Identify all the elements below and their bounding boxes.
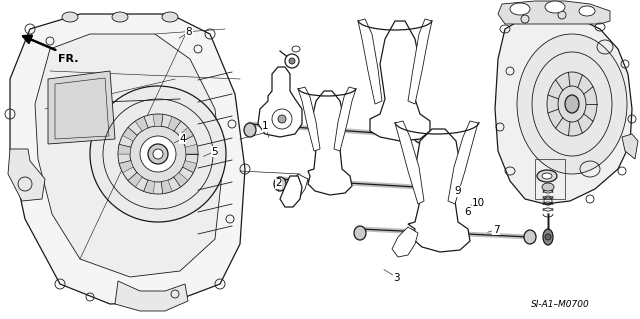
Polygon shape xyxy=(8,149,45,201)
Text: 3: 3 xyxy=(394,272,400,283)
Ellipse shape xyxy=(524,230,536,244)
Polygon shape xyxy=(280,176,302,207)
Ellipse shape xyxy=(545,234,551,240)
Polygon shape xyxy=(285,174,308,201)
Text: 8: 8 xyxy=(186,27,192,37)
Polygon shape xyxy=(135,117,148,131)
Polygon shape xyxy=(408,19,432,104)
Ellipse shape xyxy=(510,3,530,15)
Text: FR.: FR. xyxy=(58,54,79,64)
Polygon shape xyxy=(183,161,197,173)
Polygon shape xyxy=(392,227,418,257)
Polygon shape xyxy=(448,121,478,204)
Polygon shape xyxy=(119,161,133,173)
Ellipse shape xyxy=(278,115,286,123)
Ellipse shape xyxy=(542,183,554,191)
Ellipse shape xyxy=(274,177,286,191)
Polygon shape xyxy=(115,281,188,311)
Text: 10: 10 xyxy=(472,197,485,208)
Ellipse shape xyxy=(62,12,78,22)
Ellipse shape xyxy=(90,86,226,222)
Text: 1: 1 xyxy=(262,121,269,131)
Polygon shape xyxy=(298,87,320,151)
Polygon shape xyxy=(185,144,198,154)
Ellipse shape xyxy=(545,1,565,13)
Polygon shape xyxy=(10,14,245,304)
Ellipse shape xyxy=(565,95,579,113)
Polygon shape xyxy=(168,116,180,131)
Polygon shape xyxy=(122,128,137,141)
Ellipse shape xyxy=(285,54,299,68)
Ellipse shape xyxy=(162,12,178,22)
Text: SI-A1–M0700: SI-A1–M0700 xyxy=(531,300,589,309)
Text: 7: 7 xyxy=(493,225,499,235)
Polygon shape xyxy=(144,180,155,194)
Polygon shape xyxy=(118,145,131,154)
Ellipse shape xyxy=(244,123,256,137)
Ellipse shape xyxy=(112,12,128,22)
Ellipse shape xyxy=(354,226,366,240)
Text: 2: 2 xyxy=(275,178,282,189)
Ellipse shape xyxy=(140,136,176,172)
Polygon shape xyxy=(179,127,193,141)
Polygon shape xyxy=(48,71,115,144)
Ellipse shape xyxy=(537,170,557,182)
Ellipse shape xyxy=(414,129,426,143)
Ellipse shape xyxy=(118,114,198,194)
Polygon shape xyxy=(495,14,632,204)
Text: 5: 5 xyxy=(211,146,218,157)
Ellipse shape xyxy=(289,58,295,64)
Polygon shape xyxy=(35,34,222,277)
Ellipse shape xyxy=(444,182,456,196)
Polygon shape xyxy=(408,129,470,252)
Polygon shape xyxy=(334,87,356,151)
Polygon shape xyxy=(258,67,302,137)
Polygon shape xyxy=(153,114,163,126)
Polygon shape xyxy=(174,173,188,187)
Polygon shape xyxy=(128,173,142,187)
Text: 4: 4 xyxy=(179,134,186,144)
Text: 9: 9 xyxy=(454,186,461,197)
Ellipse shape xyxy=(153,149,163,159)
Ellipse shape xyxy=(542,173,552,179)
Polygon shape xyxy=(308,91,352,195)
Ellipse shape xyxy=(517,34,627,174)
Ellipse shape xyxy=(579,6,595,16)
Polygon shape xyxy=(358,19,382,104)
Text: 6: 6 xyxy=(464,207,470,217)
Polygon shape xyxy=(395,121,424,204)
Polygon shape xyxy=(498,1,610,24)
Ellipse shape xyxy=(148,144,168,164)
Ellipse shape xyxy=(543,229,553,245)
Polygon shape xyxy=(161,180,172,194)
Ellipse shape xyxy=(547,72,597,136)
Polygon shape xyxy=(370,21,430,141)
Polygon shape xyxy=(622,134,638,159)
